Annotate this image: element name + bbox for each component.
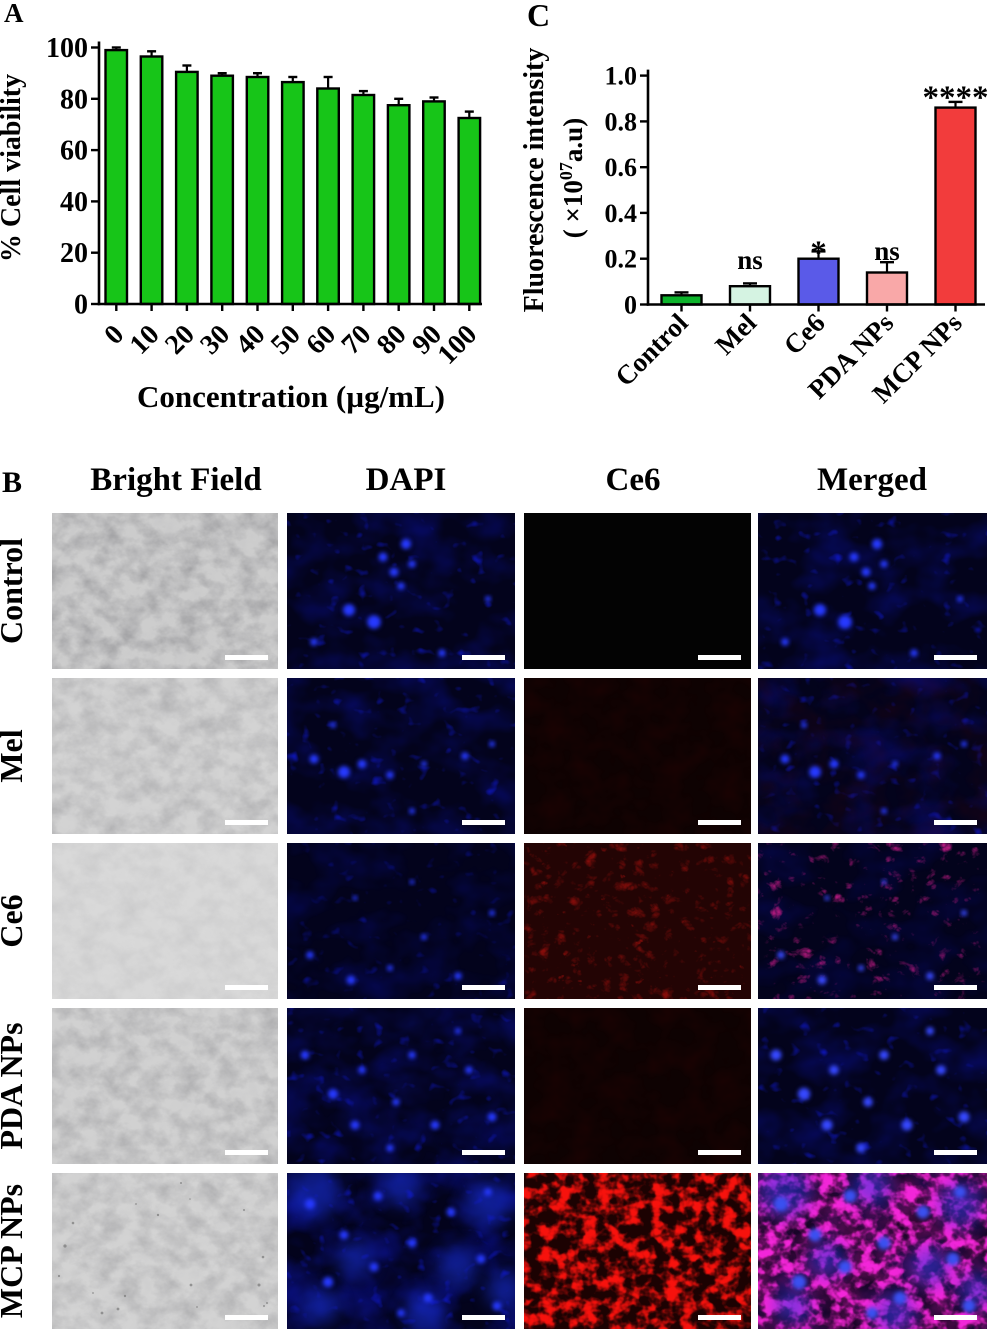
svg-text:0.8: 0.8 [605,107,638,136]
svg-text:PDA NPs: PDA NPs [0,1022,29,1149]
svg-text:20: 20 [60,238,88,269]
svg-text:0.6: 0.6 [605,153,638,182]
svg-text:Concentration (µg/mL): Concentration (µg/mL) [137,379,445,414]
svg-text:100: 100 [46,33,88,64]
svg-text:0: 0 [74,290,88,321]
svg-text:60: 60 [60,136,88,167]
svg-text:****: **** [923,80,989,116]
svg-text:( ×1007a.u): ( ×1007a.u) [556,118,588,238]
svg-text:*: * [810,235,827,271]
svg-text:0.4: 0.4 [605,199,638,228]
svg-text:A: A [4,0,24,28]
svg-text:Fluorescence intensity: Fluorescence intensity [519,48,550,313]
svg-text:C: C [527,0,550,33]
svg-text:0.2: 0.2 [605,245,638,274]
svg-text:DAPI: DAPI [366,462,447,498]
svg-text:Control: Control [0,538,29,644]
svg-text:Merged: Merged [817,462,927,498]
svg-text:Mel: Mel [0,729,29,782]
svg-text:MCP NPs: MCP NPs [0,1184,29,1318]
svg-text:40: 40 [60,187,88,218]
svg-text:0: 0 [624,291,637,320]
svg-text:Ce6: Ce6 [0,894,29,947]
svg-text:1.0: 1.0 [605,62,638,91]
svg-text:80: 80 [60,84,88,115]
svg-text:Ce6: Ce6 [606,462,661,498]
svg-text:% Cell viability: % Cell viability [0,74,27,262]
svg-text:ns: ns [737,245,763,275]
svg-text:B: B [2,466,22,499]
svg-text:Bright Field: Bright Field [90,462,261,498]
svg-text:ns: ns [874,236,900,266]
